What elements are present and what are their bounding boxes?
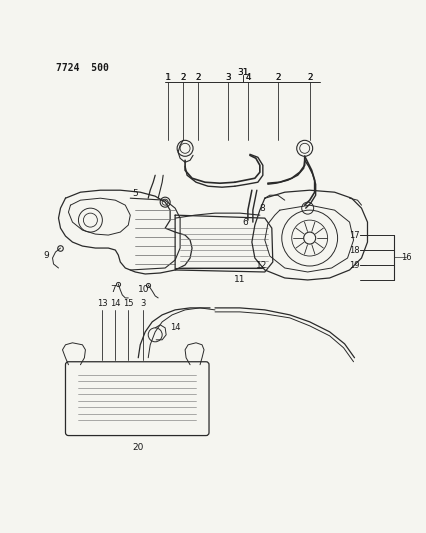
Text: 8: 8 (258, 204, 264, 213)
Text: 20: 20 (132, 443, 144, 452)
Text: 16: 16 (400, 253, 411, 262)
Text: 2: 2 (306, 73, 311, 82)
Text: 3: 3 (225, 73, 230, 82)
Text: 2: 2 (195, 73, 200, 82)
Text: 18: 18 (348, 246, 359, 255)
Text: 2: 2 (306, 73, 312, 82)
Text: 5: 5 (132, 189, 138, 198)
Text: 12: 12 (256, 261, 267, 270)
Text: 14: 14 (170, 324, 180, 333)
Text: 9: 9 (43, 251, 49, 260)
Text: 7: 7 (110, 286, 116, 294)
Text: 1: 1 (165, 73, 170, 82)
Text: 2: 2 (180, 73, 185, 82)
Text: 17: 17 (348, 231, 359, 239)
Text: 2: 2 (180, 73, 185, 82)
Text: 1: 1 (165, 73, 171, 82)
Text: 3: 3 (140, 300, 146, 309)
Text: 4: 4 (245, 73, 250, 82)
Text: 14: 14 (110, 300, 120, 309)
Text: 6: 6 (242, 217, 247, 227)
Text: 31: 31 (236, 68, 248, 77)
Text: 2: 2 (274, 73, 280, 82)
Text: 7724  500: 7724 500 (55, 62, 108, 72)
Text: 11: 11 (233, 276, 245, 285)
Text: 19: 19 (348, 261, 359, 270)
Text: 2: 2 (274, 73, 280, 82)
Text: 15: 15 (123, 300, 133, 309)
Text: 3: 3 (225, 73, 230, 82)
Text: 2: 2 (195, 73, 200, 82)
Text: 13: 13 (97, 300, 107, 309)
Text: 10: 10 (137, 286, 149, 294)
Text: 4: 4 (245, 73, 250, 82)
Text: 31: 31 (236, 68, 248, 77)
